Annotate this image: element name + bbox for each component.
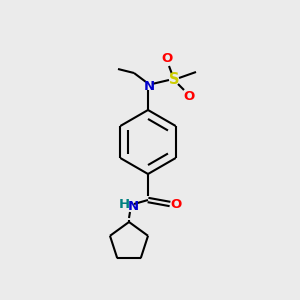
Text: N: N [143,80,155,92]
Text: O: O [183,91,195,103]
Text: O: O [170,197,182,211]
Text: N: N [128,200,139,212]
Text: H: H [118,199,130,212]
Text: O: O [161,52,172,65]
Text: S: S [169,73,179,88]
